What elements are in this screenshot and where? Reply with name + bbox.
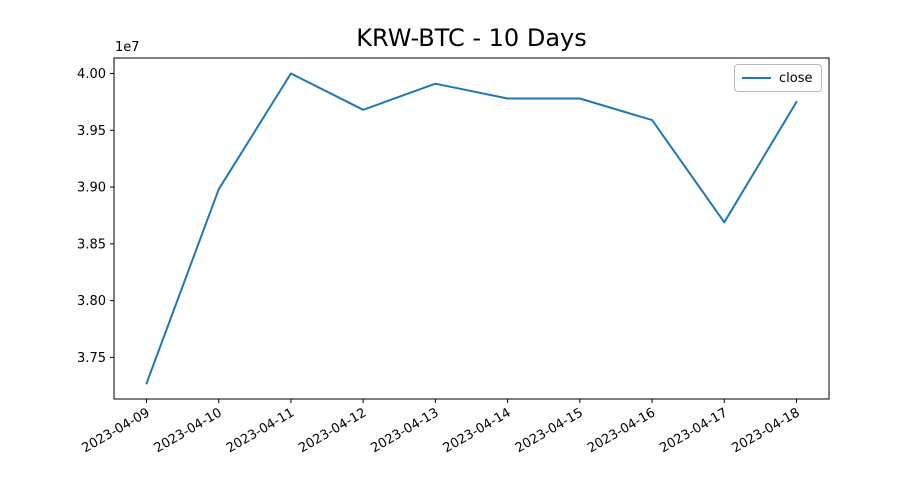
x-tick-label: 2023-04-18	[730, 405, 803, 456]
y-tick-label: 4.00	[77, 67, 106, 82]
y-tick-label: 3.80	[77, 294, 106, 309]
close-price-line	[145, 72, 798, 385]
x-tick-label: 2023-04-16	[585, 405, 658, 456]
y-tick-label: 3.85	[77, 237, 106, 252]
x-tick-label: 2023-04-14	[441, 405, 514, 456]
x-tick-label: 2023-04-09	[80, 405, 153, 456]
axes-border	[113, 57, 830, 400]
x-tick-label: 2023-04-10	[152, 405, 225, 456]
legend-entry-label: close	[779, 70, 813, 86]
legend: close	[734, 64, 822, 92]
legend-line-sample-icon	[742, 77, 771, 79]
chart-title: KRW-BTC - 10 Days	[356, 24, 587, 52]
x-tick-label: 2023-04-15	[513, 405, 586, 456]
y-tick-label: 3.90	[77, 181, 106, 196]
y-tick-label: 3.95	[77, 124, 106, 139]
x-tick-label: 2023-04-13	[368, 405, 441, 456]
y-tick-label: 3.75	[77, 351, 106, 366]
x-tick-label: 2023-04-11	[224, 405, 297, 456]
x-tick-label: 2023-04-12	[296, 405, 369, 456]
x-tick-label: 2023-04-17	[657, 405, 730, 456]
y-axis-offset-label: 1e7	[115, 40, 140, 55]
